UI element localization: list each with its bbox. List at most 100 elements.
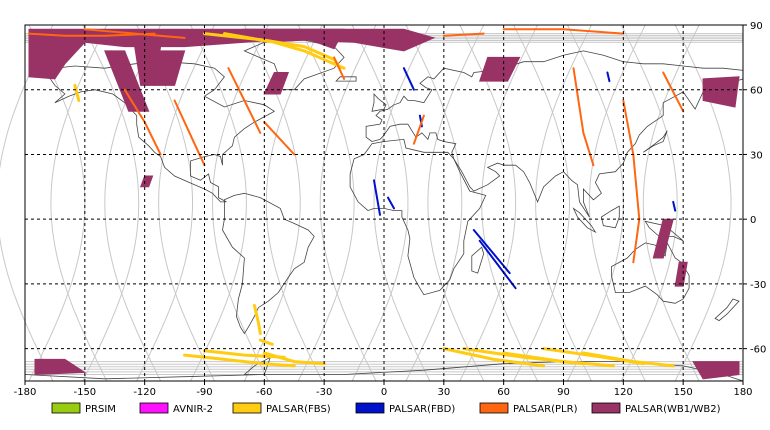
coastline <box>222 192 315 335</box>
track-palsar-fbd- <box>606 71 611 83</box>
swath-palsar-wb1-wb2- <box>692 361 740 380</box>
track-palsar-plr- <box>412 114 425 145</box>
orbit-track <box>373 24 431 382</box>
legend-swatch <box>591 402 621 414</box>
track-palsar-fbs- <box>258 338 274 346</box>
legend: PRSIM AVNIR-2 PALSAR(FBS) PALSAR(FBD) PALSAR… <box>51 402 721 415</box>
track-palsar-plr- <box>502 28 625 35</box>
legend-label: PALSAR(FBD) <box>389 404 455 415</box>
track-palsar-fbs- <box>73 83 81 102</box>
track-palsar-plr- <box>622 99 641 264</box>
coastline <box>572 207 597 234</box>
track-palsar-plr- <box>442 32 485 37</box>
coastline <box>365 50 744 218</box>
track-palsar-fbd- <box>387 196 395 210</box>
track-palsar-plr- <box>333 56 346 80</box>
axis-ticks: -180 -150 -120 -90 -60 -30 0 30 60 90 120 150 180 90 6… <box>14 21 767 398</box>
coastline <box>335 76 357 82</box>
x-tick-label: 90 <box>557 387 570 398</box>
y-tick-label: 30 <box>750 150 763 161</box>
legend-swatch <box>232 402 262 414</box>
legend-swatch <box>139 402 169 414</box>
orbit-track <box>567 24 624 382</box>
y-tick-label: -60 <box>750 345 766 356</box>
swath-palsar-wb1-wb2- <box>479 56 521 82</box>
orbit-track <box>405 24 463 382</box>
swath-palsar-wb1-wb2- <box>34 358 87 376</box>
y-tick-label: 90 <box>750 21 763 32</box>
x-tick-label: -150 <box>73 387 96 398</box>
x-tick-label: 60 <box>497 387 510 398</box>
x-tick-label: 120 <box>614 387 633 398</box>
swath-palsar-wb1-wb2- <box>242 28 436 52</box>
legend-label: PRSIM <box>85 404 116 415</box>
coastline <box>349 138 487 296</box>
swath-palsar-wb1-wb2- <box>674 261 688 287</box>
orbit-track <box>481 24 539 382</box>
y-tick-label: -30 <box>750 280 766 291</box>
orbit-track <box>265 24 323 382</box>
orbit-track <box>50 24 108 382</box>
x-tick-label: 30 <box>437 387 450 398</box>
legend-label: PALSAR(WB1/WB2) <box>625 404 721 415</box>
y-tick-label: 0 <box>750 215 756 226</box>
track-palsar-plr- <box>173 99 206 167</box>
track-palsar-plr- <box>662 71 685 113</box>
swath-palsar-wb1-wb2- <box>139 175 154 188</box>
orbit-track <box>319 24 377 382</box>
coastline <box>471 246 485 274</box>
legend-swatch <box>479 402 509 414</box>
orbit-track <box>351 24 409 382</box>
track-palsar-fbd- <box>373 179 381 216</box>
track-palsar-plr- <box>263 121 296 156</box>
track-palsar-fbd- <box>402 67 415 91</box>
coastline <box>643 130 668 153</box>
track-palsar-fbd- <box>672 200 677 212</box>
y-tick-label: 60 <box>750 86 763 97</box>
orbit-track <box>588 24 646 382</box>
track-palsar-fbs- <box>222 32 346 70</box>
legend-swatch <box>51 402 81 414</box>
track-palsar-plr- <box>28 32 156 37</box>
track-palsar-fbs- <box>442 347 546 368</box>
x-tick-label: 180 <box>733 387 752 398</box>
x-tick-label: -60 <box>256 387 272 398</box>
coastline <box>24 356 744 382</box>
orbit-track <box>297 24 355 382</box>
orbit-track <box>459 24 517 382</box>
observation-swaths <box>28 28 740 380</box>
legend-swatch <box>355 402 385 414</box>
x-tick-label: 0 <box>381 387 387 398</box>
orbit-track <box>642 24 700 382</box>
x-tick-label: -180 <box>14 387 37 398</box>
legend-label: AVNIR-2 <box>173 404 213 415</box>
coastline <box>714 298 740 322</box>
track-palsar-plr- <box>227 67 262 134</box>
orbit-track <box>513 24 571 382</box>
track-palsar-fbs- <box>203 349 286 359</box>
legend-label: PALSAR(PLR) <box>513 404 578 415</box>
swath-palsar-wb1-wb2- <box>104 50 150 112</box>
graticule <box>25 25 743 381</box>
x-tick-label: -30 <box>316 387 332 398</box>
coastline <box>600 205 620 229</box>
swath-palsar-wb1-wb2- <box>263 72 290 95</box>
orbit-track <box>28 24 86 382</box>
swath-palsar-wb1-wb2- <box>702 76 740 108</box>
coastline <box>611 241 690 304</box>
legend-label: PALSAR(FBS) <box>266 404 331 415</box>
x-tick-label: -90 <box>196 387 212 398</box>
x-tick-label: -120 <box>133 387 156 398</box>
track-palsar-fbs- <box>252 304 262 335</box>
track-palsar-fbd- <box>478 239 517 290</box>
orbit-track <box>82 24 140 382</box>
swath-palsar-wb1-wb2- <box>154 50 186 86</box>
orbit-track <box>427 24 485 382</box>
track-palsar-plr- <box>83 28 186 39</box>
x-tick-label: 150 <box>674 387 693 398</box>
orbit-track <box>158 24 215 382</box>
orbit-track <box>620 24 678 382</box>
track-palsar-fbs- <box>581 351 675 368</box>
orbit-track <box>211 24 269 382</box>
